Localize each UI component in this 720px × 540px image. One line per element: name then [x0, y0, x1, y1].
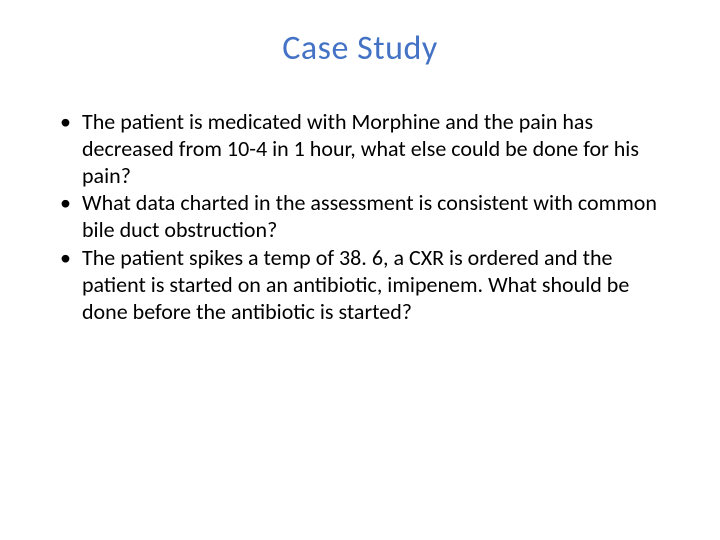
list-item: What data charted in the assessment is c… [54, 190, 666, 244]
list-item: The patient spikes a temp of 38. 6, a CX… [54, 245, 666, 325]
slide-title: Case Study [54, 28, 666, 69]
slide-container: Case Study The patient is medicated with… [0, 0, 720, 540]
list-item: The patient is medicated with Morphine a… [54, 109, 666, 189]
bullet-list: The patient is medicated with Morphine a… [54, 109, 666, 326]
